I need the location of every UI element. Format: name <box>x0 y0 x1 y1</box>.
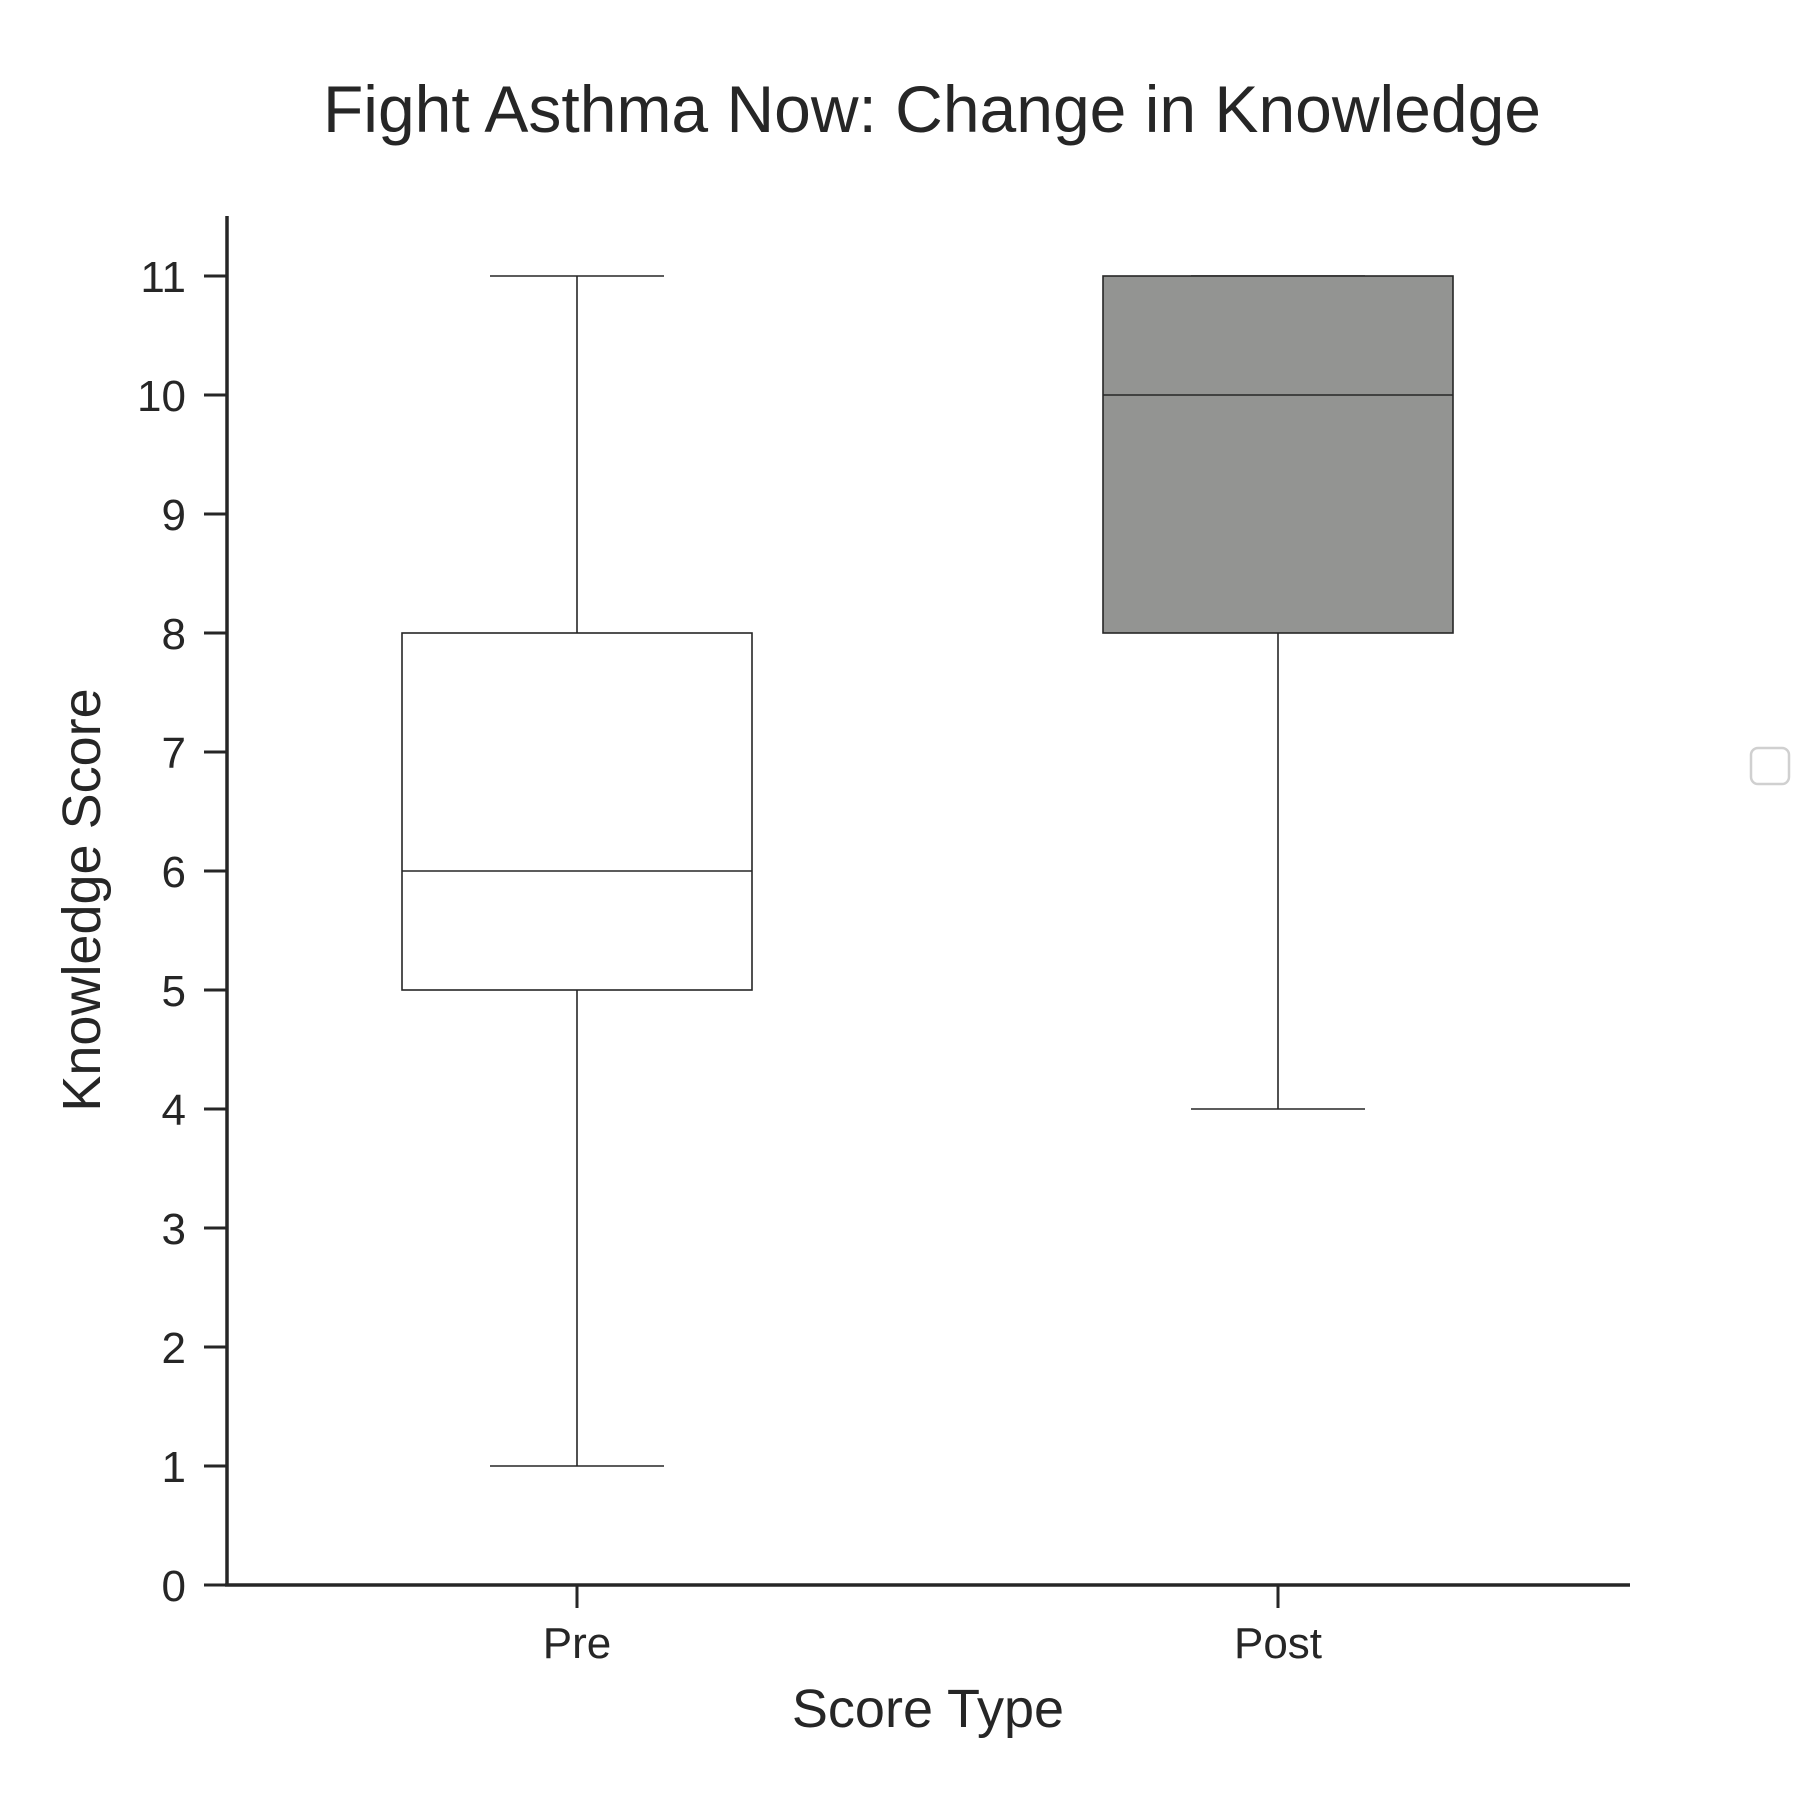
y-axis-label: Knowledge Score <box>52 688 112 1111</box>
y-tick-label: 11 <box>140 253 186 302</box>
y-tick-label: 4 <box>162 1086 186 1135</box>
iqr-box-post <box>1102 275 1454 634</box>
y-tick-label: 5 <box>162 967 186 1016</box>
y-tick-label: 10 <box>137 372 186 421</box>
box-pre <box>401 275 753 1467</box>
y-tick-label: 3 <box>162 1205 186 1254</box>
y-tick-label: 2 <box>162 1324 186 1373</box>
box-post <box>1102 275 1454 1110</box>
x-axis-ticks: Pre Post <box>543 1585 1322 1668</box>
plot-area <box>401 275 1454 1467</box>
y-tick-label: 8 <box>162 610 186 659</box>
legend-box <box>1749 746 1791 786</box>
y-tick-label: 6 <box>162 848 186 897</box>
y-tick-label: 9 <box>162 491 186 540</box>
y-tick-label: 0 <box>162 1562 186 1611</box>
y-tick-label: 1 <box>162 1443 186 1492</box>
y-axis-ticks: 0 1 2 3 4 5 6 7 8 9 10 11 <box>137 253 227 1611</box>
x-axis-label: Score Type <box>792 1679 1064 1739</box>
x-tick-label-pre: Pre <box>543 1619 611 1668</box>
x-tick-label-post: Post <box>1234 1619 1322 1668</box>
y-tick-label: 7 <box>162 729 186 778</box>
chart-title: Fight Asthma Now: Change in Knowledge <box>323 72 1541 146</box>
iqr-box-pre <box>401 632 753 991</box>
